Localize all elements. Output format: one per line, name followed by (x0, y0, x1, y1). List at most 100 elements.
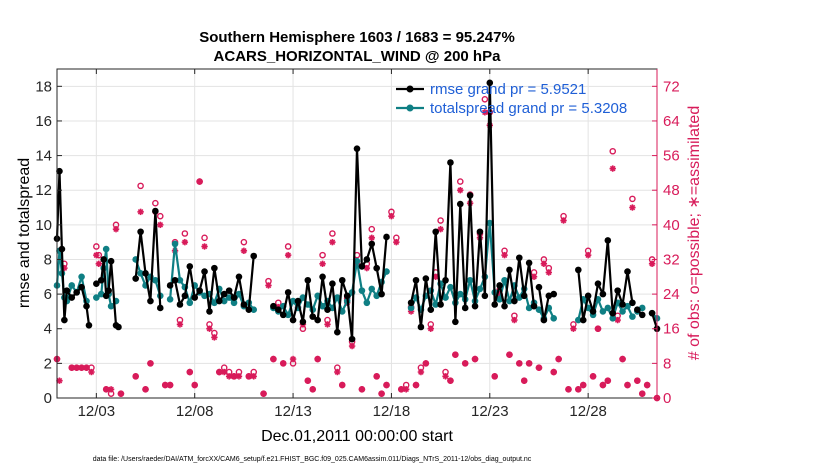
rmse-point (245, 306, 253, 313)
obs-assimilated-point (402, 386, 410, 393)
rmse-point (85, 321, 93, 329)
rmse-line-segment (410, 81, 536, 329)
rmse-point (176, 301, 184, 308)
obs-assimilated-point (324, 321, 331, 328)
legend-spread-label: totalspread grand pr = 5.3208 (430, 100, 627, 117)
obs-assimilated-point (580, 381, 587, 389)
obs-star-stroke (501, 252, 508, 258)
obs-assimilated-point (619, 355, 626, 363)
spread-point (383, 268, 390, 275)
obs-star-stroke (590, 373, 596, 380)
obs-assimilated-point (609, 165, 616, 172)
obs-assimilated-point (525, 360, 533, 367)
spread-point (599, 308, 607, 315)
rmse-point (156, 304, 164, 312)
rmse-point (100, 256, 108, 263)
obs-assimilated-point (599, 381, 607, 389)
obs-star-stroke (157, 222, 164, 228)
rmse-point (614, 287, 621, 294)
obs-star-stroke (186, 369, 193, 375)
obs-possible-point (93, 243, 100, 250)
rmse-point (378, 290, 385, 298)
obs-assimilated-point (260, 390, 267, 397)
spread-point (466, 276, 474, 284)
obs-assimilated-point (437, 225, 444, 233)
obs-star-stroke (137, 209, 144, 215)
obs-star-stroke (236, 373, 242, 380)
obs-star-stroke (570, 325, 577, 332)
obs-assimilated-point (594, 325, 602, 332)
obs-star-stroke (349, 343, 355, 349)
y-tick-label-left: 2 (44, 355, 52, 372)
obs-possible-point (240, 238, 248, 246)
rmse-point (432, 228, 439, 236)
obs-assimilated-point (211, 334, 218, 341)
y-tick-label-right: 72 (663, 78, 680, 95)
rmse-point (186, 263, 194, 270)
obs-star-stroke (526, 360, 532, 367)
rmse-point (501, 302, 508, 310)
rmse-point (275, 306, 282, 313)
obs-possible-point (284, 243, 292, 250)
rmse-point (270, 302, 277, 310)
spread-point (476, 285, 484, 293)
rmse-point (525, 259, 533, 267)
obs-assimilated-point (545, 269, 553, 276)
rmse-point (171, 276, 179, 284)
obs-assimilated-point (137, 208, 144, 216)
obs-assimilated-point (147, 360, 154, 367)
obs-possible-point (629, 195, 636, 203)
rmse-point (648, 309, 656, 317)
spread-point (78, 273, 85, 281)
spread-point (338, 308, 346, 315)
rmse-point (289, 316, 297, 324)
spread-point (456, 290, 464, 298)
spread-point (506, 297, 513, 305)
y-tick-label-left: 18 (35, 78, 52, 95)
obs-star-stroke (245, 373, 252, 380)
obs-star-stroke (491, 373, 498, 380)
spread-point (235, 290, 243, 298)
obs-star-stroke (339, 382, 346, 388)
obs-star-stroke (221, 369, 228, 375)
spread-point (604, 304, 612, 312)
legend-rmse-label: rmse grand pr = 5.9521 (430, 81, 586, 98)
rmse-point (456, 200, 464, 208)
rmse-point (309, 313, 317, 320)
obs-star-stroke (585, 252, 591, 258)
obs-star-stroke (423, 360, 429, 367)
y-tick-label-left: 12 (35, 182, 52, 199)
rmse-point (530, 302, 538, 310)
obs-star-stroke (191, 382, 198, 388)
rmse-point (609, 309, 617, 317)
rmse-point (634, 306, 641, 313)
obs-assimilated-point (280, 360, 287, 367)
spread-point (220, 297, 228, 305)
y-tick-label-right: 16 (663, 321, 680, 338)
rmse-point (147, 297, 154, 305)
obs-assimilated-point (506, 351, 513, 358)
y-tick-label-right: 32 (663, 251, 680, 268)
obs-assimilated-point (201, 243, 208, 250)
rmse-point (412, 276, 420, 284)
obs-star-stroke (265, 282, 272, 289)
obs-star-stroke (226, 373, 232, 380)
x-tick-label: 12/23 (471, 403, 509, 420)
y-axis-label-right: # of obs: o=possible; ∗=assimilated (686, 106, 703, 360)
rmse-point (437, 301, 444, 308)
obs-star-stroke (418, 369, 424, 375)
obs-star-stroke (118, 390, 124, 397)
obs-assimilated-point (629, 204, 636, 211)
obs-star-stroke (329, 239, 336, 245)
rmse-point (540, 316, 548, 324)
obs-star-stroke (231, 373, 237, 380)
y-tick-label-right: 40 (663, 217, 680, 234)
rmse-point (68, 294, 76, 301)
spread-point (137, 270, 144, 277)
obs-assimilated-point (614, 316, 621, 324)
rmse-line-segment (577, 239, 634, 322)
rmse-point (447, 159, 454, 166)
bottom-axis: 12/03 12/08 12/13 12/18 12/23 12/28 (78, 69, 607, 420)
x-tick-label: 12/03 (78, 403, 116, 420)
